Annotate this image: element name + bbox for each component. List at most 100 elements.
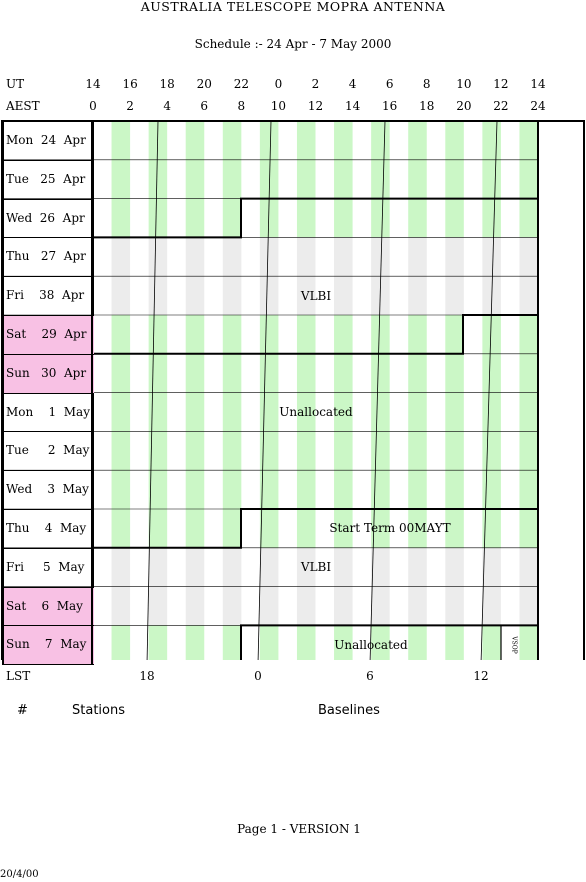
hour-band <box>259 392 279 432</box>
hour-band <box>111 625 131 660</box>
day-separator <box>2 547 94 549</box>
block-boundary <box>93 197 538 239</box>
hour-band <box>482 353 501 393</box>
hour-band <box>222 392 242 432</box>
day-row-label: Thu 27 Apr <box>2 238 94 276</box>
day-label-text: Mon 24 Apr <box>6 133 86 147</box>
day-separator <box>2 198 94 200</box>
lst-tick: 12 <box>473 669 489 683</box>
hour-band <box>222 625 242 660</box>
hour-band <box>371 159 390 199</box>
aest-tick: 6 <box>200 99 209 113</box>
hour-band <box>148 392 168 432</box>
day-separator <box>2 353 94 355</box>
hour-band <box>482 237 501 277</box>
day-label-text: Fri 38 Apr <box>6 288 85 303</box>
aest-label: AEST <box>6 99 40 113</box>
day-row-label: Tue 2 May <box>2 432 94 470</box>
aest-tick: 14 <box>344 99 361 113</box>
day-row-label: Fri 38 Apr <box>2 277 94 315</box>
hour-band <box>371 392 390 432</box>
hour-band <box>334 625 353 660</box>
hour-band <box>296 547 316 587</box>
hour-band <box>519 237 538 277</box>
day-label-text: Sat 6 May <box>6 598 83 613</box>
hour-band <box>296 509 316 548</box>
hour-band <box>371 198 390 238</box>
hour-band <box>185 431 205 471</box>
hash-heading: # <box>17 703 28 718</box>
hour-band <box>334 470 353 509</box>
day-row-label: Wed 26 Apr <box>2 200 94 238</box>
hour-band <box>185 159 205 199</box>
hour-band <box>334 121 353 160</box>
block-label: Unallocated <box>279 405 353 419</box>
ut-tick: 6 <box>385 77 394 91</box>
day-row-label: Sun 7 May <box>2 626 94 665</box>
hour-band <box>185 276 205 315</box>
day-separator <box>2 625 94 627</box>
ut-tick: 4 <box>348 77 357 91</box>
block-label: VLBI <box>300 560 332 575</box>
hour-band <box>222 198 242 238</box>
block-label: Unallocated <box>334 637 408 652</box>
hour-band <box>519 198 538 238</box>
day-label-text: Wed 3 May <box>6 482 89 497</box>
hour-band <box>408 470 427 509</box>
hour-band <box>408 547 427 587</box>
day-label-text: Sun 30 Apr <box>6 365 87 380</box>
aest-tick: 8 <box>237 99 246 113</box>
block-boundary <box>93 508 538 549</box>
hour-band <box>185 353 205 393</box>
hour-band <box>371 121 390 160</box>
hour-band <box>222 315 242 354</box>
hour-band <box>445 315 464 354</box>
hour-band <box>519 121 538 160</box>
hour-band <box>296 198 316 238</box>
hour-band <box>259 353 279 393</box>
day-label-text: Sat 29 Apr <box>6 327 87 341</box>
ut-tick: 14 <box>530 77 546 91</box>
day-separator <box>2 237 94 239</box>
hour-band <box>371 470 390 509</box>
hour-band <box>371 547 390 587</box>
hour-band <box>222 431 242 471</box>
hour-band <box>111 392 131 432</box>
hour-band <box>519 392 538 432</box>
hour-band <box>334 315 353 354</box>
aest-tick: 24 <box>530 99 546 113</box>
stations-heading: Stations <box>72 703 125 718</box>
hour-band <box>408 509 427 548</box>
hour-band <box>111 547 131 587</box>
block-boundary <box>240 624 538 660</box>
lst-line <box>257 120 272 660</box>
day-label-text: Thu 27 Apr <box>6 249 86 264</box>
hour-band <box>519 159 538 199</box>
hour-band <box>148 353 168 393</box>
hour-band <box>445 237 464 277</box>
hour-band <box>296 315 316 354</box>
hour-band <box>148 509 168 548</box>
day-separator <box>2 470 94 472</box>
ut-tick: 14 <box>85 77 101 91</box>
hour-band <box>259 586 279 626</box>
hour-band <box>111 121 131 160</box>
hour-band <box>185 121 205 160</box>
hour-band <box>296 392 316 432</box>
day-separator <box>2 276 94 278</box>
hour-band <box>222 470 242 509</box>
day-label-text: Thu 4 May <box>6 521 87 535</box>
hour-band <box>408 353 427 393</box>
hour-band <box>482 586 501 626</box>
lst-tick: 18 <box>139 669 155 683</box>
hour-band <box>296 431 316 471</box>
hour-band <box>408 625 427 660</box>
hour-band <box>334 159 353 199</box>
aest-tick: 0 <box>89 99 97 113</box>
day-separator <box>2 664 94 666</box>
hour-band <box>259 470 279 509</box>
hour-band <box>111 315 131 354</box>
day-label-text: Fri 5 May <box>6 559 85 574</box>
hour-band <box>259 547 279 587</box>
hour-band <box>408 121 427 160</box>
